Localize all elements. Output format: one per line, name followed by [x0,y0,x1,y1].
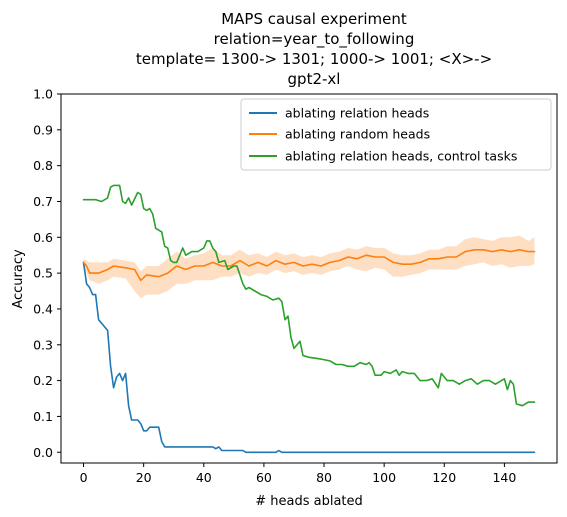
y-tick-label: 0.7 [33,194,53,209]
x-tick-label: 20 [136,470,152,485]
plot-frame [60,93,558,464]
legend: ablating relation heads ablating random … [240,98,552,171]
x-tick-label: 40 [196,470,212,485]
y-tick-label: 0.2 [33,373,53,388]
title-line-4: gpt2-xl [288,70,341,88]
x-tick-label: 140 [492,470,516,485]
random-heads-band-layer [83,235,535,299]
y-tick-label: 0.5 [33,266,53,281]
x-axis-label: # heads ablated [255,494,363,509]
y-tick-label: 0.0 [33,445,53,460]
series-layer [82,184,536,454]
y-tick-label: 0.4 [33,301,53,316]
y-tick-label: 1.0 [33,87,53,102]
x-axis-ticks: 0 20 40 60 80 100 120 140 [80,463,516,485]
y-tick-label: 0.6 [33,230,53,245]
y-tick-label: 0.3 [33,337,53,352]
title-line-2: relation=year_to_following [214,30,415,49]
series-line-0 [82,261,536,454]
series-line-1 [82,249,536,282]
series-line-2 [82,184,536,407]
y-tick-label: 0.1 [33,409,53,424]
title-line-3: template= 1300-> 1301; 1000-> 1001; <X>-… [136,50,492,68]
series-1-confidence-band [83,235,535,299]
legend-box [240,98,552,171]
y-axis-label: Accuracy [11,249,26,309]
title-line-1: MAPS causal experiment [221,10,407,28]
chart-title: MAPS causal experiment relation=year_to_… [136,10,492,88]
y-tick-label: 0.9 [33,122,53,137]
x-tick-label: 120 [432,470,456,485]
x-tick-label: 100 [372,470,396,485]
y-tick-label: 0.8 [33,158,53,173]
x-tick-label: 80 [316,470,332,485]
legend-label-random-heads: ablating random heads [285,127,430,142]
x-tick-label: 0 [80,470,88,485]
legend-label-relation-heads: ablating relation heads [285,106,429,121]
x-tick-label: 60 [256,470,272,485]
legend-label-control-tasks: ablating relation heads, control tasks [285,149,517,164]
y-axis-ticks: 0.0 0.1 0.2 0.3 0.4 0.5 0.6 0.7 0.8 0.9 1.0 [33,87,61,460]
